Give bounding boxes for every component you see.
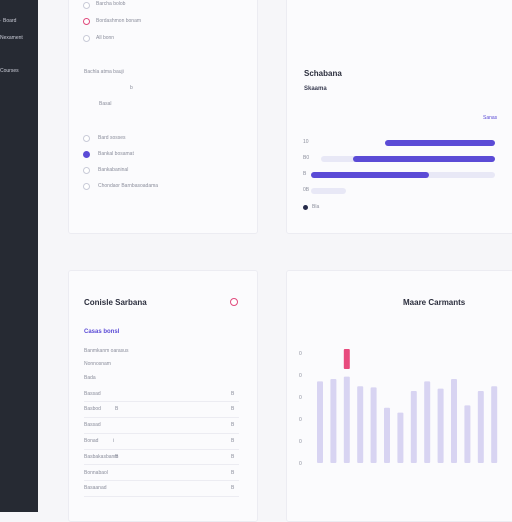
chart-bar[interactable] <box>343 376 350 463</box>
y-tick-label: 0 <box>299 395 302 401</box>
list-head-3: Bada <box>84 375 96 381</box>
checkbox-6[interactable] <box>83 183 90 190</box>
row-divider <box>84 449 239 450</box>
task-label-6: Chondaor Barnbasoadama <box>98 183 159 189</box>
chart-bar[interactable] <box>451 379 457 463</box>
task-label-3: Bard sosses <box>98 135 126 141</box>
row-divider <box>84 417 239 418</box>
field-marker: b <box>130 85 133 91</box>
bar-fill-0 <box>385 140 495 146</box>
chart-bar[interactable] <box>437 388 444 463</box>
row-label: Bassad <box>84 391 101 397</box>
list-head-1: Banmkanm oarasus <box>84 348 129 354</box>
checkbox-0[interactable] <box>83 2 90 9</box>
sidebar-item-label: Courses <box>0 68 19 74</box>
task-label-2: All bonn <box>96 35 115 41</box>
bar-label-3: 0B <box>303 187 310 193</box>
sidebar-item-label: Nexament <box>0 35 23 41</box>
checkbox-3[interactable] <box>83 135 90 142</box>
row-divider <box>84 433 239 434</box>
row-value: B <box>231 422 235 428</box>
bar-label-1: B0 <box>303 155 310 161</box>
card-subtitle: Skaama <box>304 86 327 92</box>
legend-label: Bla <box>312 204 320 210</box>
y-tick-label: 0 <box>299 351 302 357</box>
bar-label-2: B <box>303 171 307 177</box>
chart-bar[interactable] <box>357 386 364 463</box>
bar-chart: 0 0 0 0 0 0 <box>299 349 498 467</box>
chart-bar[interactable] <box>464 405 471 463</box>
row-value: B <box>231 391 235 397</box>
task-label-5: Bankabaninal <box>98 167 129 173</box>
chart-card: Maare Carmants 0 0 0 0 0 0 <box>286 270 512 522</box>
bar-label-0: 10 <box>303 139 309 145</box>
chart-bar-highlight[interactable] <box>343 349 350 369</box>
row-label: Basbod <box>84 406 101 412</box>
row-label: Bonad <box>84 438 99 444</box>
task-label-1: Bordashmon bonam <box>96 18 142 24</box>
sidebar-item-label: · Board <box>0 18 17 24</box>
task-label-4: Bankal bosamat <box>98 151 134 157</box>
list-title: Conisle Sarbana <box>84 298 147 307</box>
bar-track-3 <box>311 188 346 194</box>
row-mark: B <box>115 406 119 412</box>
legend-dot <box>303 205 308 210</box>
row-divider <box>84 401 239 402</box>
list-action[interactable]: Casas bonsl <box>84 329 120 335</box>
view-link[interactable]: Sanas <box>483 115 498 121</box>
field-value[interactable]: Basal <box>99 101 112 107</box>
y-tick-label: 0 <box>299 373 302 379</box>
row-label: Basaanad <box>84 485 107 491</box>
row-divider <box>84 464 239 465</box>
chart-bar[interactable] <box>424 381 431 463</box>
sidebar-item-courses[interactable]: Courses <box>0 68 19 74</box>
row-value: B <box>231 438 235 444</box>
card-title: Schabana <box>304 69 342 78</box>
sidebar-item-board[interactable]: · Board <box>0 18 16 24</box>
chart-title: Maare Carmants <box>403 298 466 307</box>
bar-fill-1 <box>353 156 495 162</box>
more-options-icon[interactable] <box>230 298 238 306</box>
chart-bar[interactable] <box>491 386 498 463</box>
row-divider <box>84 496 239 497</box>
row-label: Basbakasbanm <box>84 454 119 460</box>
chart-bar[interactable] <box>477 391 484 463</box>
checkbox-4[interactable] <box>83 151 90 158</box>
schedule-card: Schabana Skaama Sanas 10 B0 B 0B Bla <box>286 0 512 234</box>
sidebar-item-nexament[interactable]: Nexament <box>0 35 23 41</box>
chart-bar[interactable] <box>317 381 323 463</box>
list-head-2: Nonnosnam <box>84 361 111 367</box>
checkbox-5[interactable] <box>83 167 90 174</box>
row-value: B <box>231 470 235 476</box>
row-value: B <box>231 406 235 412</box>
y-tick-label: 0 <box>299 439 302 445</box>
field-label: Bachla atma bauji <box>84 69 124 75</box>
row-mark: i <box>113 438 115 444</box>
row-label: Bassad <box>84 422 101 428</box>
chart-bar[interactable] <box>330 379 337 463</box>
sidebar: · Board Nexament Courses <box>0 0 38 512</box>
task-label-0: Barcha bolob <box>96 1 126 7</box>
tasks-card: Barcha bolob Bordashmon bonam All bonn B… <box>68 0 258 234</box>
checkbox-2[interactable] <box>83 35 90 42</box>
checkbox-1[interactable] <box>83 18 90 25</box>
row-value: B <box>231 454 235 460</box>
chart-bar[interactable] <box>397 412 404 463</box>
bar-fill-2 <box>311 172 429 178</box>
y-tick-label: 0 <box>299 461 302 467</box>
chart-bar[interactable] <box>384 407 390 463</box>
row-divider <box>84 480 239 481</box>
y-tick-label: 0 <box>299 417 302 423</box>
row-mark: B <box>115 454 119 460</box>
chart-bar[interactable] <box>410 391 417 463</box>
chart-bar[interactable] <box>370 387 377 463</box>
row-label: Bonnabaol <box>84 470 108 476</box>
list-card: Conisle Sarbana Casas bonsl Banmkanm oar… <box>68 270 258 522</box>
row-value: B <box>231 485 235 491</box>
